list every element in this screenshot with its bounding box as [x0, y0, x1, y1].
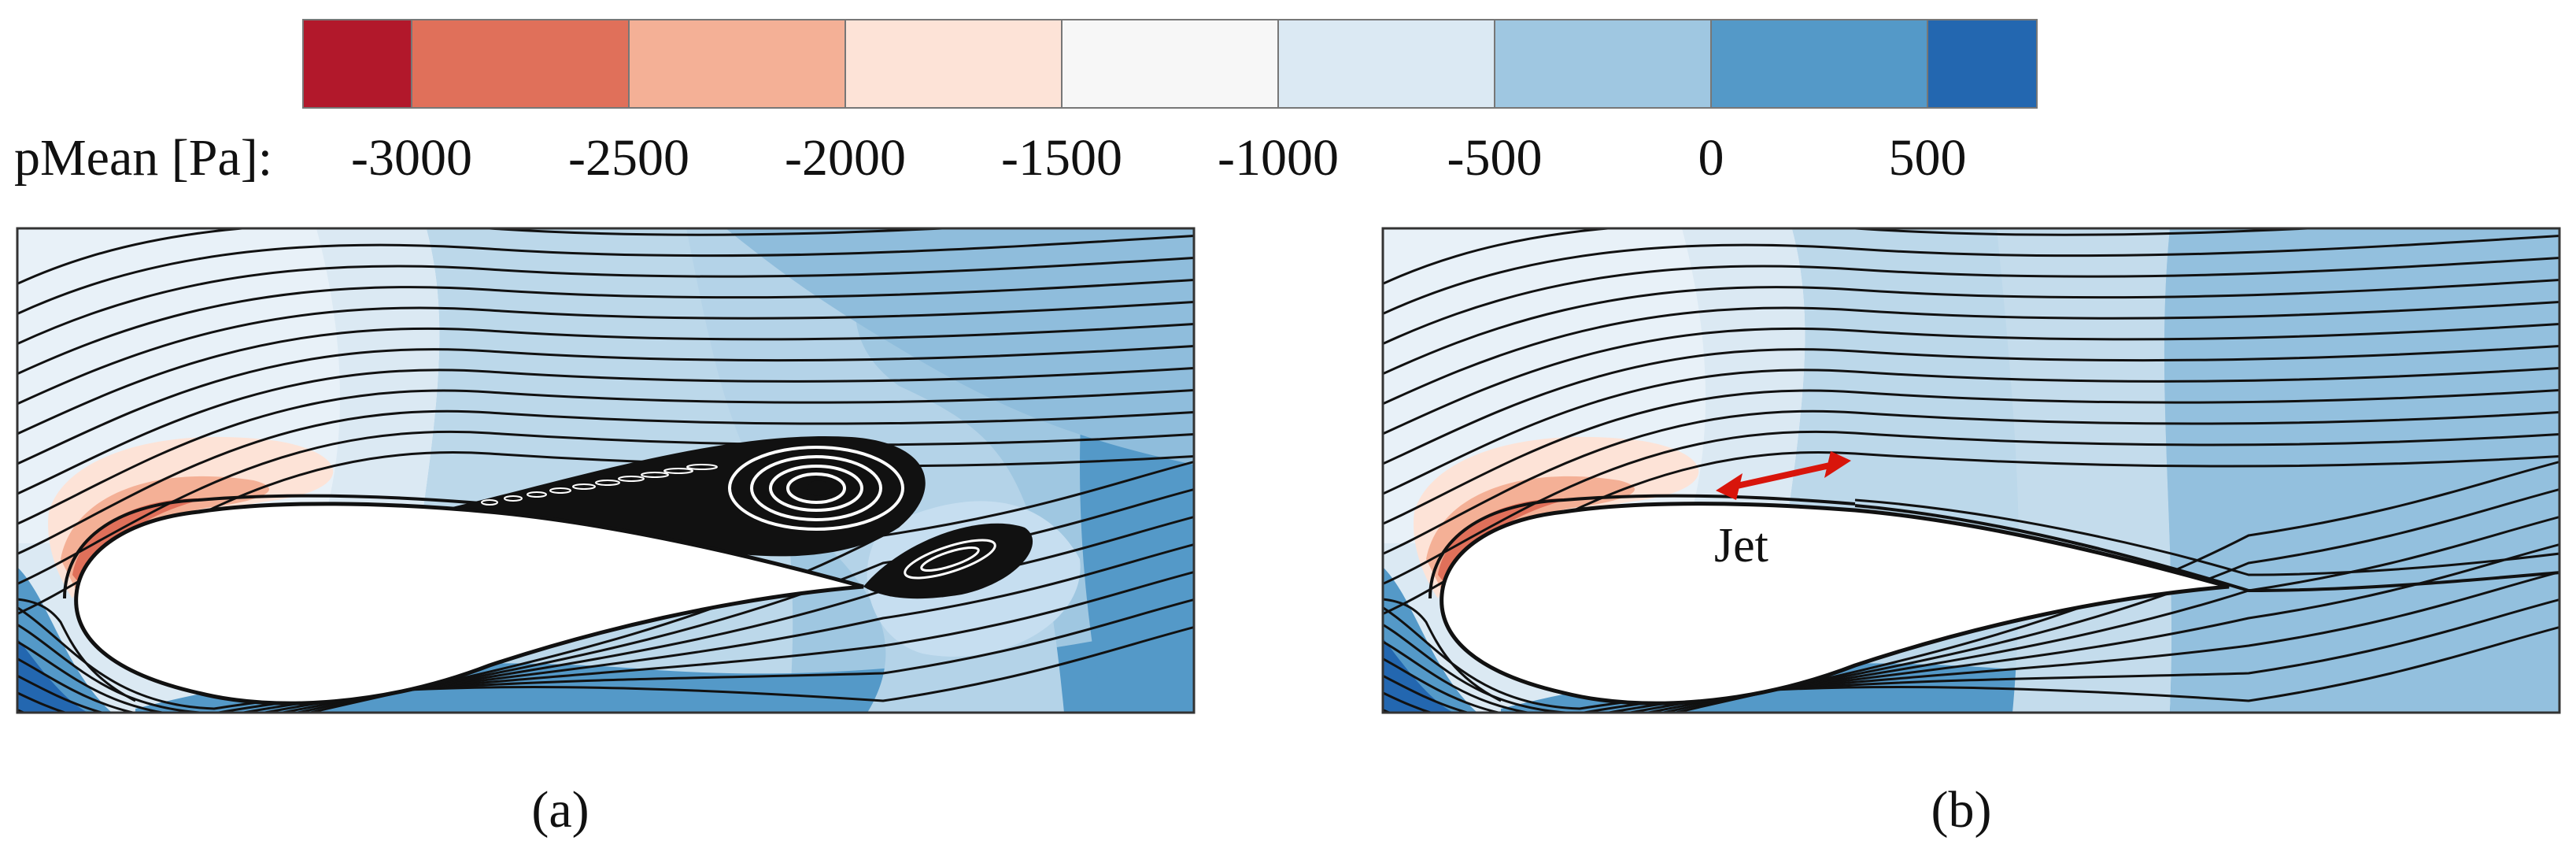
- colorbar-tick-label: -1500: [1001, 129, 1122, 187]
- streamline: [1383, 598, 1502, 702]
- colorbar-tick-labels: -3000 -2500 -2000 -1500 -1000 -500 0 500: [351, 129, 1966, 187]
- pressure-region: [1383, 638, 1454, 713]
- streamline: [17, 301, 1194, 406]
- streamline: [17, 487, 1194, 713]
- streamline: [572, 483, 596, 490]
- streamline: [17, 543, 1194, 713]
- streamline: [504, 495, 523, 502]
- jet-label: Jet: [1714, 519, 1768, 572]
- airfoil: [74, 502, 864, 706]
- streamline: [641, 472, 669, 478]
- streamline: [17, 235, 1194, 316]
- streamline: [17, 279, 1194, 376]
- streamline: [1383, 228, 2333, 286]
- streamline: [17, 367, 1194, 495]
- colorbar-swatch: [302, 19, 412, 109]
- caption-b: (b): [1931, 781, 1992, 839]
- jet-arrow-shaft: [1729, 461, 1838, 491]
- streamline: [527, 491, 547, 498]
- pressure-region: [2164, 228, 2559, 713]
- colorbar-tick-label: -3000: [351, 129, 472, 187]
- separation-bubble: [442, 435, 1033, 599]
- streamline: [17, 598, 1194, 713]
- trailing-vortex: [863, 523, 1033, 599]
- streamline: [663, 468, 693, 474]
- jet-arrow: [1716, 451, 1851, 500]
- streamline: [1383, 345, 2559, 465]
- colorbar-swatch: [1494, 19, 1712, 109]
- panel-a-frame: [16, 227, 1196, 714]
- streamline: [1383, 323, 2559, 435]
- vortex-ring: [750, 455, 882, 521]
- colorbar-title: pMean [Pa]:: [14, 129, 272, 187]
- pressure-region: [1997, 228, 2172, 713]
- colorbar-swatch: [628, 19, 846, 109]
- colorbar-swatch: [844, 19, 1063, 109]
- streamline: [17, 389, 1194, 525]
- colorbar-swatch: [1710, 19, 1928, 109]
- streamline: [17, 323, 1194, 435]
- streamline: [1383, 367, 2559, 495]
- streamline: [1383, 515, 2559, 713]
- vortex-core: [808, 480, 830, 496]
- streamline: [17, 460, 1194, 713]
- jet-arrow-head-left: [1716, 473, 1743, 500]
- colorbar-tick-label: 500: [1889, 129, 1967, 187]
- streamline: [549, 487, 571, 494]
- streamline: [1383, 301, 2559, 406]
- streamline: [63, 494, 490, 599]
- streamline: [17, 430, 1194, 586]
- colorbar-swatch: [411, 19, 630, 109]
- streamline: [595, 480, 620, 486]
- streamline: [1383, 257, 2559, 346]
- streamline: [17, 257, 1194, 346]
- streamline: [17, 409, 1194, 555]
- streamline: [17, 598, 136, 702]
- colorbar-swatch: [1277, 19, 1495, 109]
- streamline: [17, 606, 1194, 710]
- panel-a-contour-plot: [16, 227, 1196, 714]
- streamline: [1383, 409, 2559, 555]
- panel-b-frame: [1381, 227, 2561, 714]
- streamline: [686, 464, 718, 470]
- colorbar-tick-label: -1000: [1218, 129, 1339, 187]
- streamline: [1383, 460, 2559, 713]
- panel-b-contour-plot: Jet: [1381, 227, 2561, 714]
- colorbar-swatch: [1927, 19, 2038, 109]
- streamline: [17, 345, 1194, 465]
- streamline: [1383, 570, 2559, 713]
- streamline: [1383, 606, 2559, 710]
- colorbar-tick-label: -2000: [785, 129, 906, 187]
- streamline: [17, 570, 1194, 713]
- streamline: [1854, 498, 2559, 576]
- vortex-ring: [769, 465, 863, 512]
- streamline: [1854, 504, 2559, 593]
- streamline: [1383, 598, 2559, 713]
- colorbar-swatch: [1061, 19, 1279, 109]
- caption-a: (a): [531, 781, 589, 839]
- pressure-region: [17, 638, 88, 713]
- streamline: [618, 476, 645, 482]
- streamline: [1383, 487, 2559, 713]
- colorbar: [302, 19, 2038, 109]
- colorbar-tick-label: -2500: [568, 129, 689, 187]
- streamline: [1383, 389, 2559, 525]
- streamline: [17, 515, 1194, 713]
- streamline: [1383, 430, 2559, 586]
- airfoil: [1440, 502, 2230, 706]
- vortex-ring: [920, 546, 980, 572]
- colorbar-tick-label: -500: [1447, 129, 1543, 187]
- vortex-ring: [728, 446, 904, 531]
- streamline: [1383, 279, 2559, 376]
- vortex-ring: [904, 539, 996, 580]
- streamline: [1428, 494, 1856, 599]
- colorbar-tick-label: 0: [1698, 129, 1724, 187]
- streamline: [17, 228, 967, 286]
- streamline: [481, 499, 498, 506]
- streamline: [1383, 235, 2559, 316]
- jet-arrow-head-right: [1824, 451, 1851, 478]
- vortex-ring: [786, 472, 846, 504]
